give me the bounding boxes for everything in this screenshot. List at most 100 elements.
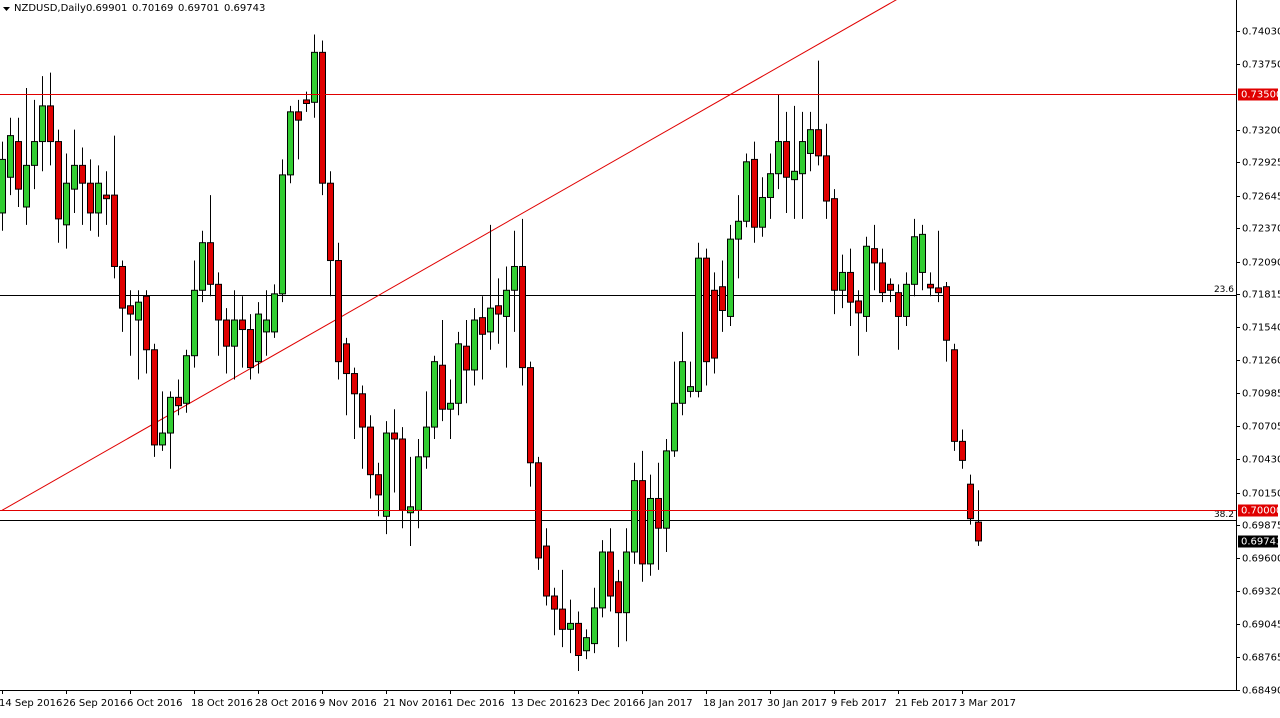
candle-body [815, 129, 822, 157]
x-tick-label: 21 Nov 2016 [383, 698, 447, 709]
candle-body [479, 317, 486, 335]
candle-body [911, 236, 918, 285]
price-label: 0.73500 [1241, 90, 1280, 101]
candle-body [567, 622, 574, 630]
candle-body [447, 402, 454, 410]
x-tick-label: 6 Oct 2016 [127, 698, 182, 709]
candle-body [263, 319, 270, 333]
candle-body [527, 367, 534, 464]
candle-body [7, 135, 14, 178]
candle-body [871, 248, 878, 264]
x-tick-label: 18 Jan 2017 [703, 698, 763, 709]
y-tick-label: 0.74030 [1242, 27, 1280, 38]
candle-body [271, 293, 278, 333]
candle-body [127, 305, 134, 315]
candle-body [463, 345, 470, 371]
last-price-box [1238, 535, 1278, 548]
y-tick-label: 0.73200 [1242, 126, 1280, 137]
candle-body [807, 129, 814, 154]
x-tick-label: 14 Sep 2016 [0, 698, 62, 709]
y-tick-label: 0.69600 [1242, 554, 1280, 565]
candle-body [943, 286, 950, 341]
candle-body [543, 545, 550, 597]
candle-body [415, 456, 422, 511]
symbol-title: NZDUSD,Daily [14, 3, 86, 14]
candle-body [383, 432, 390, 517]
x-tick-label: 6 Jan 2017 [639, 698, 693, 709]
candle-body [231, 319, 238, 347]
candle-body [679, 361, 686, 404]
candle-body [703, 257, 710, 363]
candle-body [135, 301, 142, 321]
y-tick-label: 0.70705 [1242, 422, 1280, 433]
candle-body [687, 386, 694, 392]
candle-body [351, 373, 358, 395]
candle-body [103, 194, 110, 200]
fib-level-label: 23.6 [1214, 285, 1234, 295]
x-tick-label: 28 Oct 2016 [255, 698, 317, 709]
candle-body [551, 595, 558, 610]
candle-body [23, 164, 30, 208]
candle-body [695, 257, 702, 392]
candle-body [63, 182, 70, 226]
candle-body [751, 158, 758, 228]
candle-body [927, 283, 934, 289]
candle-body [255, 313, 262, 363]
candle-body [743, 161, 750, 222]
candle-body [511, 265, 518, 291]
candle-body [207, 242, 214, 285]
y-tick-label: 0.69045 [1242, 620, 1280, 631]
candle-body [823, 155, 830, 202]
menu-triangle[interactable] [3, 7, 10, 11]
candle-body [0, 158, 6, 214]
plot-area: 23.6 38.2 [0, 0, 1236, 671]
candle-body [767, 173, 774, 198]
candle-body [199, 242, 206, 291]
candle-body [559, 608, 566, 630]
candle-body [967, 483, 974, 520]
y-tick-label: 0.68765 [1242, 653, 1280, 664]
candle-body [167, 396, 174, 434]
candle-body [391, 432, 398, 440]
candle-body [487, 307, 494, 333]
candle-body [247, 329, 254, 369]
x-tick-label: 1 Dec 2016 [447, 698, 505, 709]
candle-body [655, 497, 662, 529]
candle-body [95, 182, 102, 214]
y-tick-label: 0.73750 [1242, 60, 1280, 71]
candle-body [607, 551, 614, 597]
price-label-box [1238, 504, 1278, 517]
candle-body [719, 286, 726, 312]
candle-body [143, 295, 150, 351]
candle-body [839, 271, 846, 291]
header-open: 0.69901 [86, 3, 127, 14]
candle-body [951, 349, 958, 442]
candle-body [159, 432, 166, 446]
candle-body [671, 402, 678, 452]
candle-body [79, 164, 86, 184]
candle-body [311, 51, 318, 103]
candle-body [831, 198, 838, 291]
candle-body [375, 474, 382, 496]
candle-body [151, 349, 158, 446]
header-high: 0.70169 [132, 3, 173, 14]
candle-body [639, 480, 646, 565]
candle-body [215, 283, 222, 321]
header-low: 0.69701 [178, 3, 219, 14]
candle-body [879, 262, 886, 294]
candle-body [175, 396, 182, 407]
x-tick-label: 30 Jan 2017 [767, 698, 827, 709]
candle-body [615, 581, 622, 614]
candle-body [471, 319, 478, 371]
candle-body [775, 141, 782, 175]
candle-body [519, 265, 526, 369]
candle-body [47, 105, 54, 143]
y-tick-label: 0.69875 [1242, 521, 1280, 532]
candle-body [343, 343, 350, 375]
x-tick-label: 23 Dec 2016 [575, 698, 639, 709]
header-close: 0.69743 [224, 3, 265, 14]
candle-body [319, 51, 326, 184]
x-tick-label: 13 Dec 2016 [511, 698, 575, 709]
x-tick-label: 9 Nov 2016 [319, 698, 377, 709]
